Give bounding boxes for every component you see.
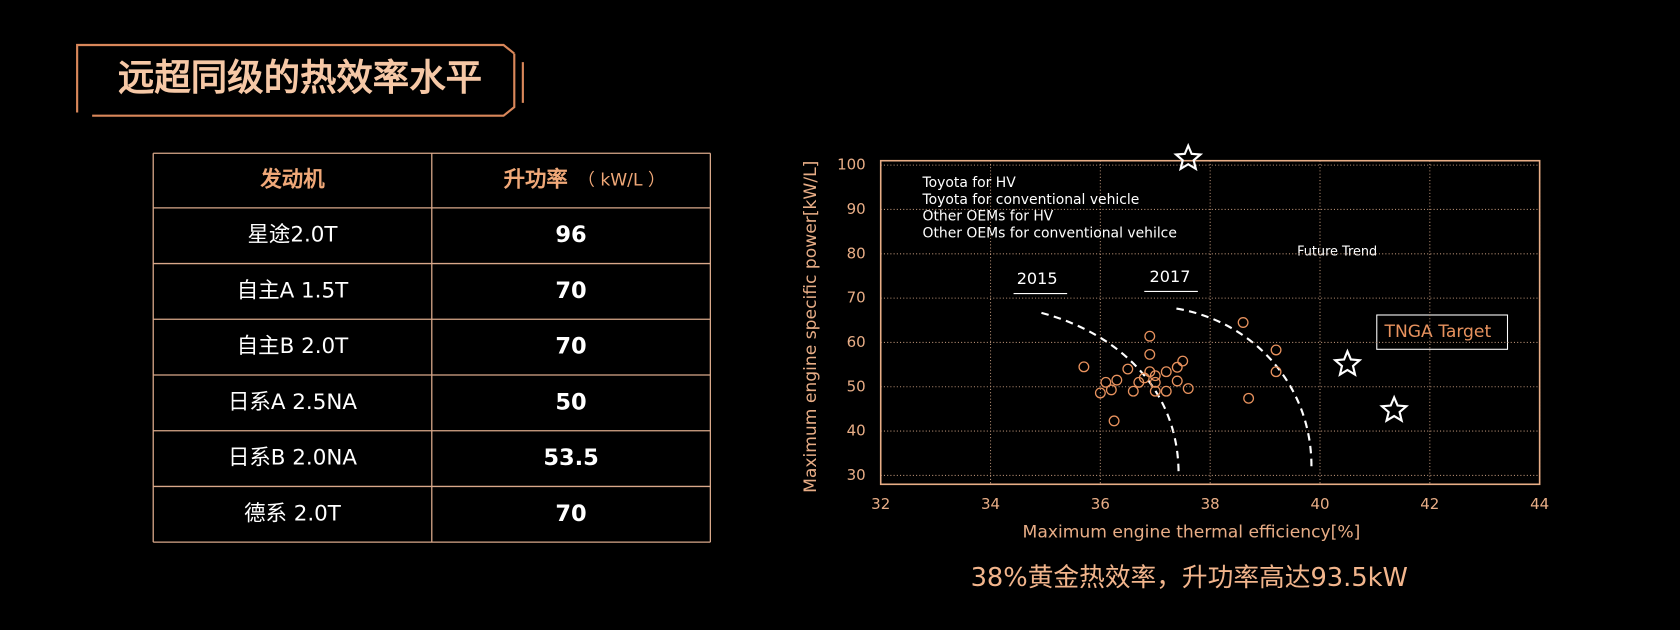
table-cell: 96	[555, 222, 586, 248]
table-cell: 德系 2.0T	[244, 501, 342, 526]
annotation: 2017	[1150, 267, 1191, 286]
plot-frame	[879, 159, 1541, 486]
annotation-box	[1376, 314, 1509, 350]
table-cell: 自主A 1.5T	[237, 278, 349, 303]
point	[1122, 363, 1134, 375]
table-cell: 星途2.0T	[248, 223, 339, 248]
point	[1270, 344, 1282, 356]
table-cell: 自主B 2.0T	[237, 334, 349, 359]
point	[1144, 330, 1156, 342]
table-cell: 70	[555, 278, 586, 304]
y-tick-label: 40	[847, 422, 866, 440]
point	[1177, 355, 1189, 367]
frame-line	[76, 43, 515, 113]
star-marker	[1332, 348, 1363, 377]
point	[1138, 372, 1150, 384]
point	[1105, 384, 1117, 396]
chart: 2015 2017 Future Trend TNGA Target Maxim…	[801, 142, 1549, 543]
y-tick-label: 70	[847, 289, 866, 307]
point	[1100, 376, 1112, 388]
point	[1171, 361, 1183, 373]
x-tick-label: 32	[871, 495, 890, 513]
annotation: 2015	[1017, 269, 1058, 288]
legend-label: Toyota for HV	[922, 175, 1017, 191]
table-header: 升功率	[504, 167, 568, 193]
trend-curve	[1041, 311, 1180, 474]
table-cell: 70	[555, 334, 586, 360]
y-tick-label: 60	[847, 333, 866, 351]
x-tick-label: 36	[1091, 495, 1110, 513]
point	[1149, 370, 1161, 382]
point	[1237, 317, 1249, 328]
y-tick-label: 100	[837, 156, 866, 174]
point	[1094, 387, 1106, 399]
point	[1149, 376, 1161, 388]
point	[1127, 385, 1139, 397]
point	[1160, 366, 1172, 378]
star-marker	[1379, 394, 1409, 423]
trend-curve	[1176, 307, 1313, 469]
caption: 38%黄金热效率，升功率高达93.5kW	[971, 563, 1408, 593]
x-tick-label: 38	[1201, 495, 1220, 513]
legend-label: Other OEMs for HV	[923, 209, 1054, 225]
table-cell: 53.5	[543, 445, 599, 471]
point	[1144, 348, 1156, 360]
point	[1111, 374, 1123, 386]
point	[1243, 392, 1255, 404]
table-cell: 日系B 2.0NA	[228, 446, 357, 471]
table-cell: 50	[555, 389, 586, 415]
x-tick-label: 44	[1530, 495, 1549, 513]
slide-title: 远超同级的热效率水平	[118, 56, 482, 99]
annotation: TNGA Target	[1384, 322, 1492, 342]
point	[1108, 415, 1120, 427]
table-cell: 70	[555, 501, 586, 527]
y-tick-label: 50	[847, 377, 866, 395]
y-tick-label: 90	[847, 200, 866, 218]
point	[1171, 375, 1183, 387]
x-tick-label: 40	[1310, 495, 1329, 513]
frame-line	[92, 53, 516, 117]
point	[1149, 385, 1161, 397]
title-frame	[76, 43, 524, 117]
point	[1270, 366, 1282, 378]
y-tick-label: 30	[847, 466, 866, 484]
table-cell: 日系A 2.5NA	[228, 390, 357, 415]
annotation: Future Trend	[1297, 244, 1377, 259]
x-tick-label: 42	[1420, 495, 1439, 513]
legend-label: Other OEMs for conventional vehilce	[923, 225, 1177, 241]
point	[1144, 366, 1156, 378]
point	[1078, 361, 1090, 373]
y-tick-label: 80	[847, 244, 866, 262]
table: 发动机 升功率 （ kW/L ） 星途2.0T 96 自主A 1.5T 70 自主B 2.0T…	[152, 152, 711, 543]
y-axis-label: Maximum engine specific power[kW/L]	[801, 161, 821, 493]
legend-label: Toyota for conventional vehicle	[922, 192, 1140, 208]
x-axis-label: Maximum engine thermal efficiency[%]	[1023, 523, 1361, 543]
point	[1160, 385, 1172, 397]
table-header: 发动机	[259, 167, 325, 193]
star-marker	[1173, 142, 1204, 172]
x-tick-label: 34	[981, 495, 1000, 513]
point	[1182, 383, 1194, 395]
table-header-unit: （ kW/L ）	[578, 171, 665, 191]
